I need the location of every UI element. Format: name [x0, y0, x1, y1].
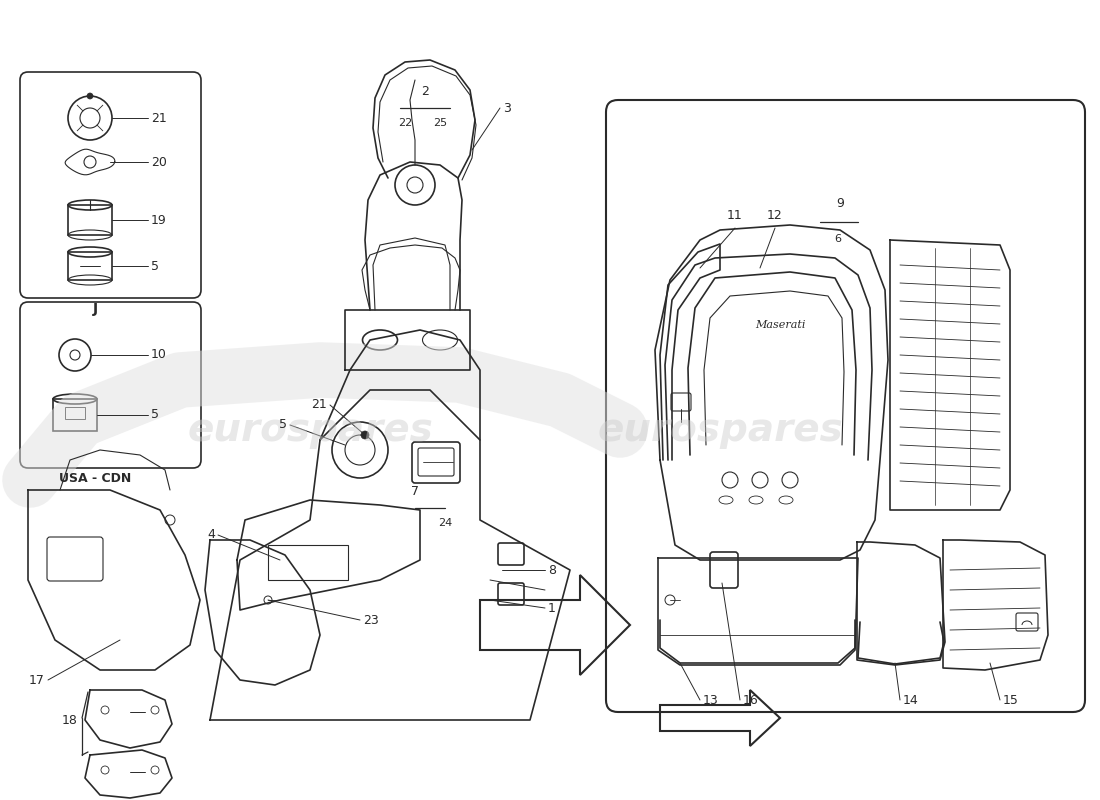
Text: 6: 6 — [835, 234, 842, 244]
Bar — [268, 545, 348, 580]
Circle shape — [361, 431, 368, 439]
Text: 23: 23 — [363, 614, 378, 626]
Text: 1: 1 — [548, 602, 556, 614]
Text: 16: 16 — [742, 694, 759, 706]
Bar — [68, 252, 112, 280]
Text: 17: 17 — [29, 674, 45, 686]
Circle shape — [87, 93, 94, 99]
Text: 4: 4 — [207, 529, 215, 542]
Text: 7: 7 — [411, 485, 419, 498]
Text: eurospares: eurospares — [597, 411, 843, 449]
Text: 13: 13 — [703, 694, 718, 706]
Text: 22: 22 — [398, 118, 412, 128]
Text: 12: 12 — [767, 209, 783, 222]
Text: 21: 21 — [311, 398, 327, 411]
Text: 19: 19 — [151, 214, 167, 226]
Text: 21: 21 — [151, 111, 167, 125]
Text: 18: 18 — [62, 714, 78, 726]
Bar — [68, 205, 112, 235]
Text: 8: 8 — [548, 563, 556, 577]
Bar — [65, 407, 85, 419]
Text: 20: 20 — [151, 155, 167, 169]
Text: J: J — [92, 302, 98, 316]
Text: 3: 3 — [503, 102, 510, 114]
Text: 11: 11 — [727, 209, 742, 222]
Text: Maserati: Maserati — [755, 320, 805, 330]
Text: 5: 5 — [151, 259, 160, 273]
Bar — [53, 399, 97, 431]
Text: 2: 2 — [421, 85, 429, 98]
Text: 14: 14 — [903, 694, 918, 706]
Text: 5: 5 — [279, 418, 287, 431]
Text: USA - CDN: USA - CDN — [59, 472, 131, 485]
Text: 25: 25 — [433, 118, 447, 128]
Text: 9: 9 — [836, 197, 844, 210]
Text: 24: 24 — [438, 518, 452, 528]
Text: 15: 15 — [1003, 694, 1019, 706]
Text: eurospares: eurospares — [187, 411, 433, 449]
Text: 10: 10 — [151, 349, 167, 362]
Text: 5: 5 — [151, 409, 160, 422]
